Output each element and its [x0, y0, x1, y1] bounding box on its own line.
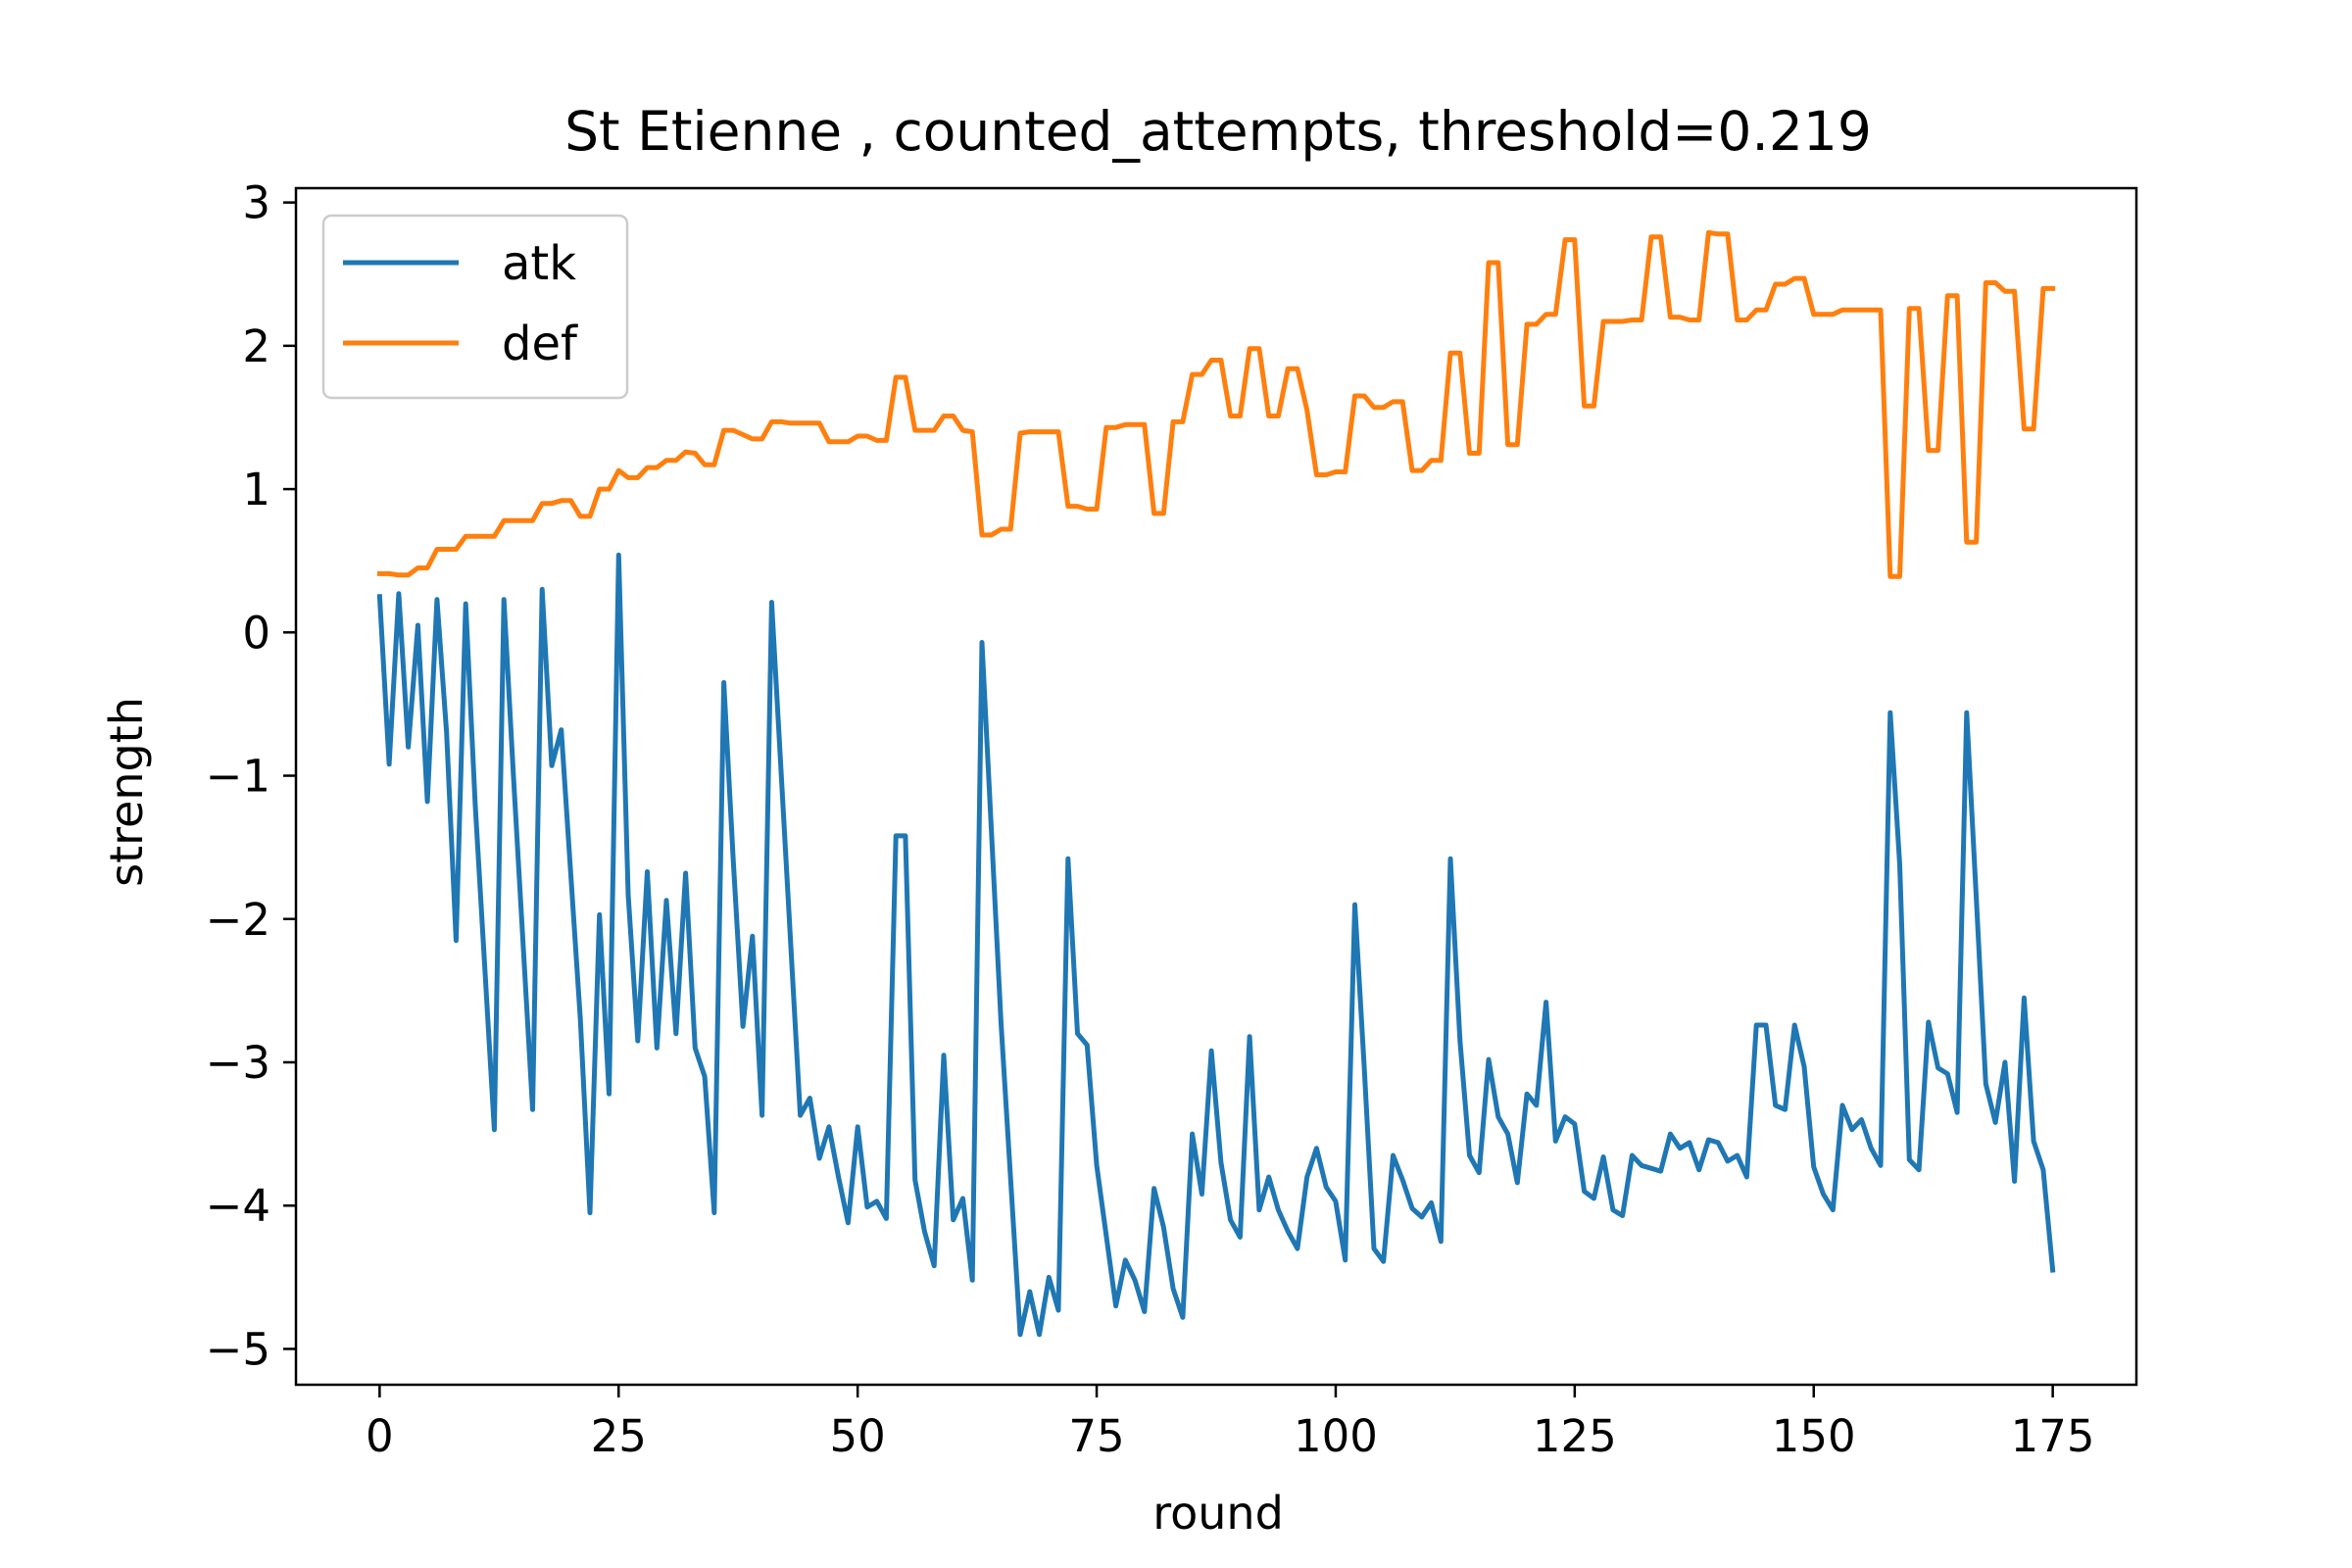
- y-tick-label: 3: [242, 177, 270, 229]
- x-tick-label: 125: [1533, 1410, 1617, 1462]
- x-tick-label: 0: [366, 1410, 394, 1462]
- chart-title: St Etienne , counted_attempts, threshold…: [564, 100, 1872, 163]
- y-tick-label: −2: [206, 894, 270, 946]
- legend-box: [321, 214, 629, 400]
- y-tick-label: 1: [242, 464, 270, 515]
- y-axis-label: strength: [100, 697, 153, 887]
- x-axis: 0 25 50 75 100 125 150 175: [366, 1385, 2095, 1462]
- plot-frame: [294, 186, 2138, 1387]
- x-axis-label: round: [1152, 1487, 1284, 1540]
- y-tick-label: −5: [206, 1323, 270, 1375]
- legend-label-atk: atk: [502, 236, 576, 291]
- x-tick-label: 50: [830, 1410, 886, 1462]
- legend-label-def: def: [502, 317, 578, 371]
- plot-lines: [376, 229, 2056, 1338]
- legend: atk def: [321, 214, 629, 400]
- y-tick-label: 0: [242, 607, 270, 659]
- y-tick-label: −4: [206, 1180, 270, 1232]
- series-line-atk: [376, 552, 2056, 1338]
- x-tick-label: 175: [2011, 1410, 2095, 1462]
- x-tick-label: 25: [591, 1410, 647, 1462]
- x-tick-label: 100: [1294, 1410, 1378, 1462]
- x-tick-label: 75: [1068, 1410, 1124, 1462]
- series-line-def: [376, 229, 2056, 579]
- y-tick-label: −3: [206, 1037, 270, 1089]
- y-tick-label: −1: [206, 751, 270, 803]
- x-tick-label: 150: [1772, 1410, 1856, 1462]
- y-axis: −5 −4 −3 −2 −1 0 1 2 3: [206, 177, 296, 1375]
- y-tick-label: 2: [242, 320, 270, 372]
